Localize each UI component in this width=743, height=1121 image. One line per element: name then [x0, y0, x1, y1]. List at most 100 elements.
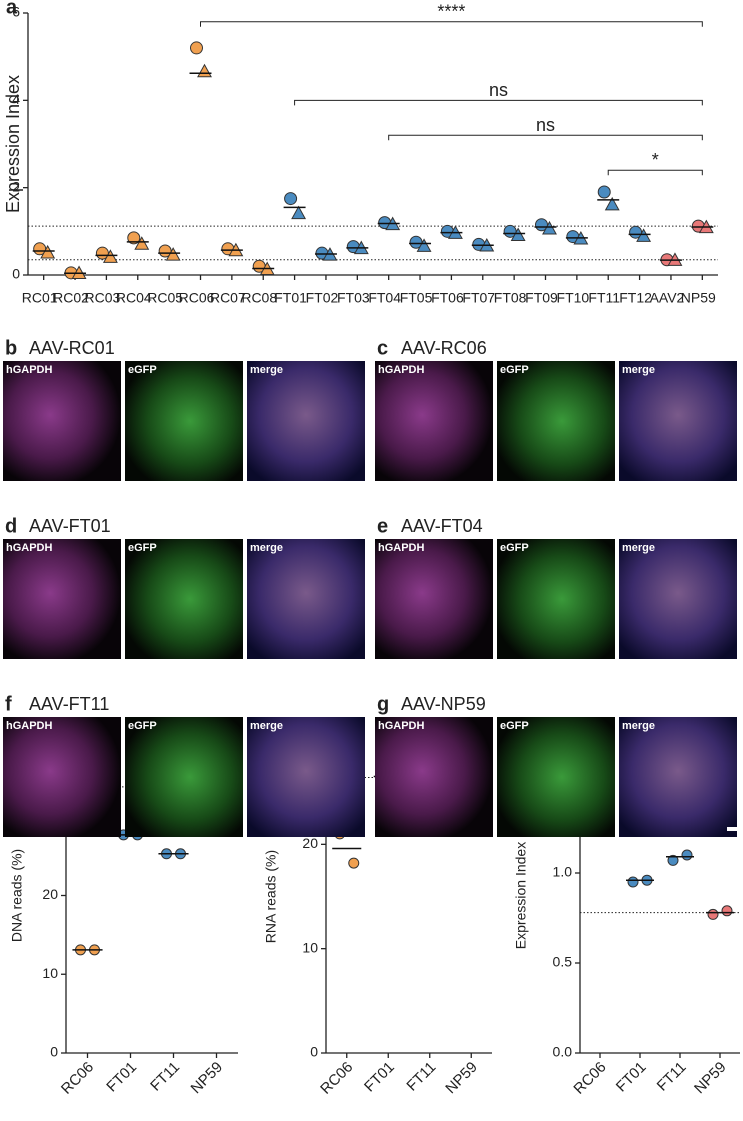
x-tick-label: FT01: [613, 1059, 650, 1096]
x-tick-label: RC01: [22, 290, 58, 306]
significance-label: ns: [489, 80, 508, 100]
scale-bar: [727, 827, 739, 831]
significance-label: *: [652, 150, 659, 170]
channel-label: merge: [250, 720, 283, 732]
panel-title: AAV-FT04: [401, 516, 483, 536]
y-tick-label: 20: [302, 835, 318, 851]
x-tick-label: FT03: [337, 290, 370, 306]
x-tick-label: FT09: [525, 290, 558, 306]
point: [348, 857, 360, 869]
micrograph: [619, 361, 737, 481]
y-tick-label: 0: [12, 266, 20, 282]
channel-label: eGFP: [500, 542, 529, 554]
channel-label: hGAPDH: [378, 542, 425, 554]
x-tick-label: NP59: [691, 1059, 730, 1098]
micrograph: [247, 539, 365, 659]
x-tick-label: RC07: [210, 290, 246, 306]
channel-label: eGFP: [128, 720, 157, 732]
micrograph: [497, 361, 615, 481]
y-tick-label: 10: [302, 939, 318, 955]
x-tick-label: RC05: [147, 290, 183, 306]
x-tick-label: RC03: [85, 290, 121, 306]
y-tick-label: 0.0: [553, 1044, 573, 1060]
panel-title: AAV-FT01: [29, 516, 111, 536]
panel-label: g: [377, 693, 389, 715]
channel-label: merge: [622, 364, 655, 376]
x-tick-label: FT07: [462, 290, 495, 306]
x-tick-label: RC02: [53, 290, 89, 306]
channel-label: hGAPDH: [6, 542, 53, 554]
panel-label: f: [5, 693, 12, 715]
x-tick-label: NP59: [188, 1059, 227, 1098]
y-tick-label: 0: [310, 1044, 318, 1060]
x-tick-label: RC06: [570, 1059, 609, 1098]
x-tick-label: FT12: [619, 290, 652, 306]
channel-label: merge: [250, 542, 283, 554]
y-tick-label: 2: [12, 178, 20, 194]
significance-bracket: [388, 134, 703, 141]
point: [134, 236, 150, 250]
panel-title: AAV-NP59: [401, 694, 486, 714]
significance-bracket: [607, 169, 703, 176]
x-tick-label: AAV2: [650, 290, 685, 306]
x-tick-label: FT02: [306, 290, 339, 306]
y-tick-label: 0.5: [553, 954, 573, 970]
x-tick-label: FT08: [494, 290, 527, 306]
point: [636, 228, 652, 242]
micrograph: [247, 717, 365, 837]
micrograph: [125, 361, 243, 481]
micrograph: [125, 717, 243, 837]
panel-label: a: [6, 0, 18, 18]
channel-label: eGFP: [500, 364, 529, 376]
micrograph: [497, 717, 615, 837]
point: [667, 252, 683, 266]
y-tick-label: 20: [42, 886, 58, 902]
panel-label: d: [5, 515, 17, 537]
micrograph: [497, 539, 615, 659]
point: [597, 185, 611, 199]
point: [190, 41, 203, 55]
point: [291, 205, 307, 220]
point: [40, 244, 56, 259]
x-tick-label: FT11: [588, 290, 620, 306]
micrograph: [125, 539, 243, 659]
micrograph: [375, 361, 493, 481]
x-tick-label: RC04: [116, 290, 152, 306]
x-tick-label: NP59: [681, 290, 716, 306]
y-tick-label: 4: [12, 91, 20, 107]
x-tick-label: RC06: [58, 1059, 97, 1098]
point: [627, 876, 639, 888]
point: [604, 196, 620, 211]
y-tick-label: 10: [42, 965, 58, 981]
point: [416, 238, 432, 252]
point: [667, 854, 679, 866]
x-tick-label: FT06: [431, 290, 464, 306]
x-tick-label: FT11: [147, 1059, 183, 1095]
micrograph: [619, 539, 737, 659]
point: [707, 908, 719, 920]
channel-label: hGAPDH: [378, 720, 425, 732]
y-axis-label: RNA reads (%): [263, 850, 279, 943]
micrograph: [247, 361, 365, 481]
y-tick-label: 0: [50, 1044, 58, 1060]
x-tick-label: FT11: [654, 1059, 690, 1095]
micrograph: [3, 539, 121, 659]
point: [165, 247, 181, 261]
significance-bracket: [200, 21, 703, 27]
x-tick-label: FT01: [274, 290, 307, 306]
channel-label: merge: [622, 542, 655, 554]
micrograph: [3, 717, 121, 837]
x-tick-label: RC06: [317, 1059, 356, 1098]
point: [681, 849, 693, 861]
point: [510, 227, 526, 241]
point: [197, 63, 212, 78]
channel-label: eGFP: [500, 720, 529, 732]
channel-label: hGAPDH: [6, 364, 53, 376]
panel-label: c: [377, 337, 388, 359]
panel-title: AAV-RC06: [401, 338, 487, 358]
x-tick-label: FT01: [103, 1059, 140, 1096]
micrograph: [375, 539, 493, 659]
x-tick-label: FT11: [403, 1059, 439, 1095]
point: [102, 249, 118, 263]
y-axis-label: Expression Index: [513, 842, 529, 949]
